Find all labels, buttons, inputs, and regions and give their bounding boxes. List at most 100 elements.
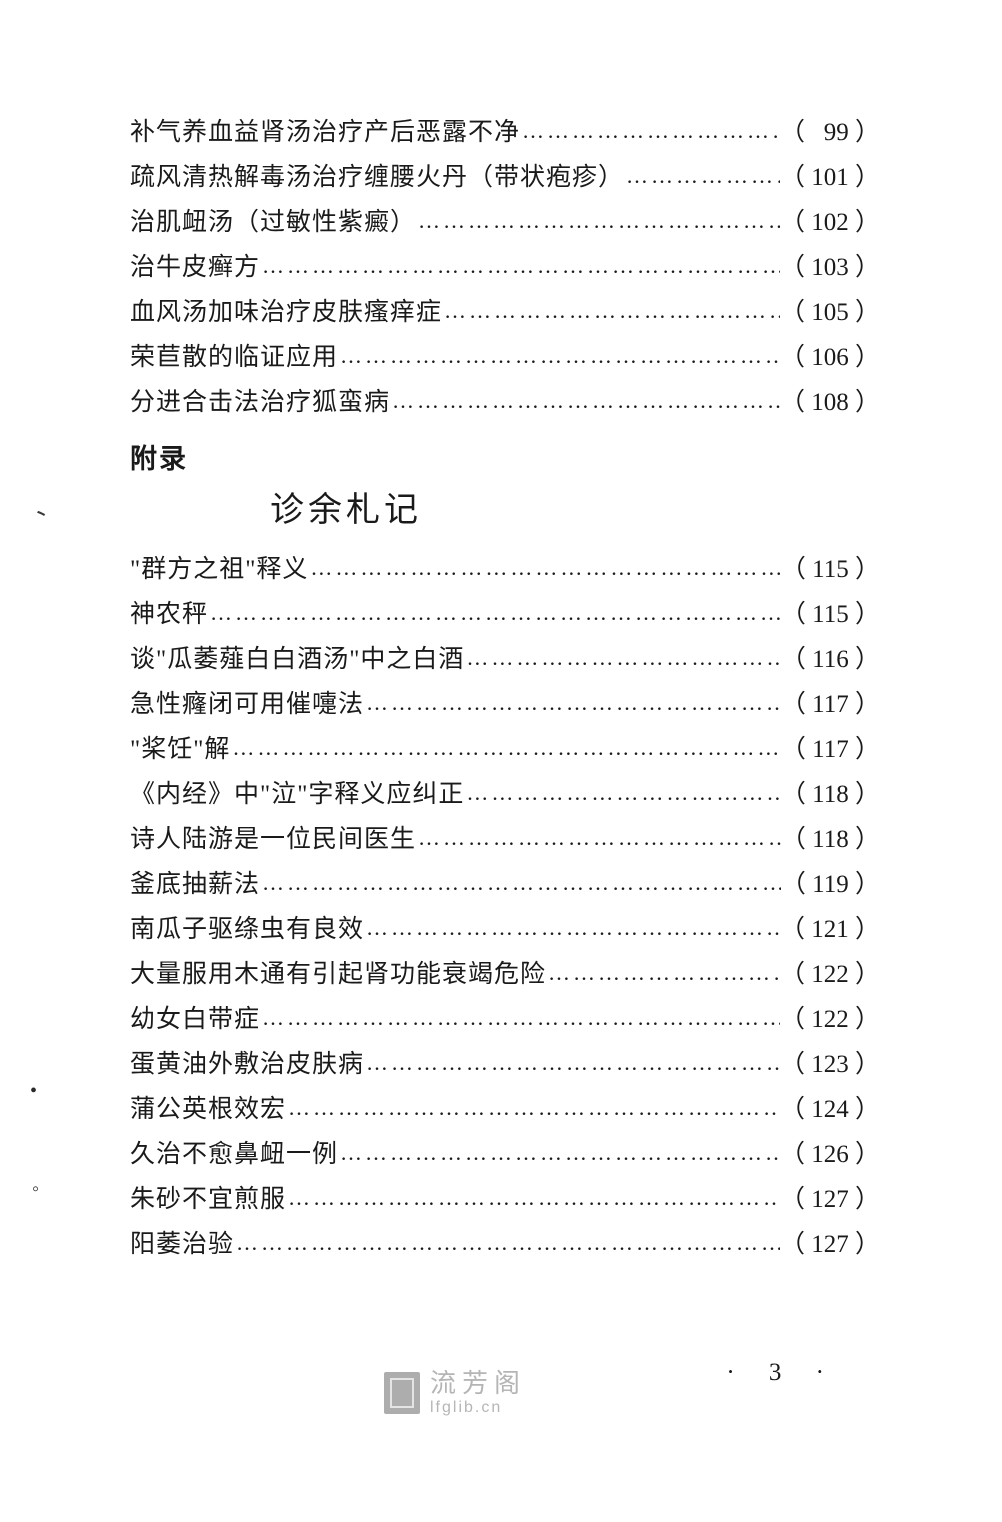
toc-entry-page: （ 102 ） bbox=[780, 210, 880, 235]
toc-entry-title: 补气养血益肾汤治疗产后恶露不净 bbox=[130, 120, 520, 145]
toc-row: 幼女白带症（ 122 ） bbox=[130, 1007, 880, 1032]
toc-entry-title: 蒲公英根效宏 bbox=[130, 1097, 286, 1122]
toc-leader bbox=[624, 165, 780, 187]
toc-leader bbox=[260, 872, 781, 894]
watermark-en: lfglib.cn bbox=[430, 1399, 526, 1417]
toc-row: 治牛皮癣方 （ 103 ） bbox=[130, 255, 880, 280]
toc-entry-page: （ 103 ） bbox=[780, 255, 880, 280]
toc-entry-page: （ 101 ） bbox=[780, 165, 880, 190]
toc-row: "桨饪"解 （ 117 ） bbox=[130, 737, 880, 762]
toc-leader bbox=[464, 782, 780, 804]
toc-entry-page: （ 105 ） bbox=[780, 300, 880, 325]
toc-entry-page: （ 118 ） bbox=[781, 827, 880, 852]
toc-row: "群方之祖"释义 （ 115 ） bbox=[130, 557, 880, 582]
toc-row: 《内经》中"泣"字释义应纠正 （ 118 ） bbox=[130, 782, 880, 807]
toc-entry-title: 血风汤加味治疗皮肤瘙痒症 bbox=[130, 300, 442, 325]
toc-entry-title: 诗人陆游是一位民间医生 bbox=[130, 827, 416, 852]
toc-entry-title: "群方之祖"释义 bbox=[130, 557, 308, 582]
toc-leader bbox=[442, 300, 780, 322]
toc-entry-title: 荣苣散的临证应用 bbox=[130, 345, 338, 370]
toc-row: 补气养血益肾汤治疗产后恶露不净 （ 99 ） bbox=[130, 120, 880, 145]
toc-row: 蒲公英根效宏 （ 124 ） bbox=[130, 1097, 880, 1122]
toc-row: 神农秤 （ 115 ） bbox=[130, 602, 880, 627]
toc-leader bbox=[308, 557, 780, 579]
toc-entry-page: （ 108 ） bbox=[780, 390, 880, 415]
toc-row: 南瓜子驱绦虫有良效 （ 121 ） bbox=[130, 917, 880, 942]
toc-entry-title: 《内经》中"泣"字释义应纠正 bbox=[130, 782, 464, 807]
toc-row: 久治不愈鼻衄一例 （ 126 ） bbox=[130, 1142, 880, 1167]
toc-row: 血风汤加味治疗皮肤瘙痒症 （ 105 ） bbox=[130, 300, 880, 325]
toc-leader bbox=[208, 602, 781, 624]
toc-entry-title: 朱砂不宜煎服 bbox=[130, 1187, 286, 1212]
toc-entry-title: 治牛皮癣方 bbox=[130, 255, 260, 280]
watermark-text: 流芳阁 lfglib.cn bbox=[430, 1370, 526, 1416]
toc-entry-page: （ 115 ） bbox=[781, 602, 880, 627]
toc-leader bbox=[260, 1007, 780, 1029]
toc-leader bbox=[286, 1187, 780, 1209]
toc-entry-title: 治肌衄汤（过敏性紫癜） bbox=[130, 210, 416, 235]
toc-leader bbox=[234, 1232, 780, 1254]
toc-entry-title: 急性癃闭可用催嚏法 bbox=[130, 692, 364, 717]
toc-entry-title: 疏风清热解毒汤治疗缠腰火丹（带状疱疹） bbox=[130, 165, 624, 190]
scan-artifact-dot: • bbox=[30, 1080, 37, 1103]
toc-entry-page: （ 117 ） bbox=[781, 737, 880, 762]
toc-leader bbox=[364, 917, 780, 939]
toc-row: 疏风清热解毒汤治疗缠腰火丹（带状疱疹） （ 101 ） bbox=[130, 165, 880, 190]
toc-entry-page: （ 122 ） bbox=[780, 1007, 880, 1032]
toc-entry-page: （ 119 ） bbox=[781, 872, 880, 897]
page-number: · 3 · bbox=[726, 1359, 838, 1387]
toc-row: 朱砂不宜煎服 （ 127 ） bbox=[130, 1187, 880, 1212]
toc-entry-title: 釜底抽薪法 bbox=[130, 872, 260, 897]
toc-entry-title: 阳萎治验 bbox=[130, 1232, 234, 1257]
appendix-label: 附录 bbox=[130, 437, 880, 476]
toc-row: 荣苣散的临证应用 （ 106 ） bbox=[130, 345, 880, 370]
appendix-title: 诊余札记 bbox=[270, 482, 880, 531]
toc-leader bbox=[416, 827, 781, 849]
toc-entry-page: （ 115 ） bbox=[781, 557, 880, 582]
toc-entry-title: 分进合击法治疗狐蛮病 bbox=[130, 390, 390, 415]
toc-entry-page: （ 123 ） bbox=[780, 1052, 880, 1077]
toc-entry-page: （ 127 ） bbox=[780, 1187, 880, 1212]
toc-row: 治肌衄汤（过敏性紫癜） （ 102 ） bbox=[130, 210, 880, 235]
toc-row: 阳萎治验 （ 127 ） bbox=[130, 1232, 880, 1257]
toc-leader bbox=[338, 1142, 780, 1164]
toc-leader bbox=[520, 120, 780, 142]
toc-row: 分进合击法治疗狐蛮病 （ 108 ） bbox=[130, 390, 880, 415]
toc-entry-title: "桨饪"解 bbox=[130, 737, 230, 762]
toc-leader bbox=[286, 1097, 780, 1119]
toc-row: 釜底抽薪法 （ 119 ） bbox=[130, 872, 880, 897]
watermark: 流芳阁 lfglib.cn bbox=[384, 1370, 526, 1416]
toc-leader bbox=[338, 345, 780, 367]
toc-leader bbox=[546, 962, 780, 984]
toc-section-1: 补气养血益肾汤治疗产后恶露不净 （ 99 ） 疏风清热解毒汤治疗缠腰火丹（带状疱疹）… bbox=[130, 120, 880, 415]
toc-row: 蛋黄油外敷治皮肤病 （ 123 ） bbox=[130, 1052, 880, 1077]
toc-leader bbox=[230, 737, 780, 759]
toc-entry-page: （ 99 ） bbox=[780, 120, 880, 145]
toc-row: 大量服用木通有引起肾功能衰竭危险（ 122 ） bbox=[130, 962, 880, 987]
toc-row: 诗人陆游是一位民间医生 （ 118 ） bbox=[130, 827, 880, 852]
toc-entry-title: 南瓜子驱绦虫有良效 bbox=[130, 917, 364, 942]
toc-leader bbox=[464, 647, 780, 669]
toc-section-appendix: "群方之祖"释义 （ 115 ） 神农秤 （ 115 ） 谈"瓜萎薤白白酒汤"中之白酒（… bbox=[130, 557, 880, 1257]
toc-row: 急性癃闭可用催嚏法 （ 117 ） bbox=[130, 692, 880, 717]
toc-leader bbox=[390, 390, 780, 412]
toc-entry-page: （ 106 ） bbox=[780, 345, 880, 370]
toc-entry-page: （ 117 ） bbox=[781, 692, 880, 717]
toc-entry-title: 神农秤 bbox=[130, 602, 208, 627]
toc-entry-page: （ 127 ） bbox=[780, 1232, 880, 1257]
toc-entry-title: 蛋黄油外敷治皮肤病 bbox=[130, 1052, 364, 1077]
toc-entry-page: （ 116 ） bbox=[781, 647, 880, 672]
toc-entry-page: （ 121 ） bbox=[780, 917, 880, 942]
page-content: 补气养血益肾汤治疗产后恶露不净 （ 99 ） 疏风清热解毒汤治疗缠腰火丹（带状疱疹）… bbox=[130, 120, 880, 1277]
watermark-cn: 流芳阁 bbox=[430, 1370, 526, 1399]
toc-entry-page: （ 118 ） bbox=[781, 782, 880, 807]
toc-leader bbox=[260, 255, 780, 277]
toc-leader bbox=[416, 210, 780, 232]
toc-entry-title: 久治不愈鼻衄一例 bbox=[130, 1142, 338, 1167]
toc-row: 谈"瓜萎薤白白酒汤"中之白酒（ 116 ） bbox=[130, 647, 880, 672]
toc-entry-page: （ 124 ） bbox=[780, 1097, 880, 1122]
toc-entry-page: （ 126 ） bbox=[780, 1142, 880, 1167]
toc-entry-page: （ 122 ） bbox=[780, 962, 880, 987]
scan-artifact-dot-2: ◦ bbox=[32, 1178, 39, 1201]
watermark-logo-icon bbox=[384, 1372, 420, 1414]
